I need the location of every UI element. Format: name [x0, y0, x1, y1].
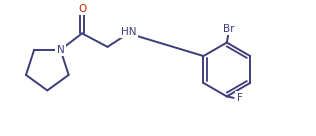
Text: Br: Br [222, 24, 234, 33]
Text: O: O [78, 4, 86, 14]
Text: F: F [237, 93, 243, 103]
Text: HN: HN [121, 27, 136, 37]
Text: N: N [57, 45, 64, 55]
